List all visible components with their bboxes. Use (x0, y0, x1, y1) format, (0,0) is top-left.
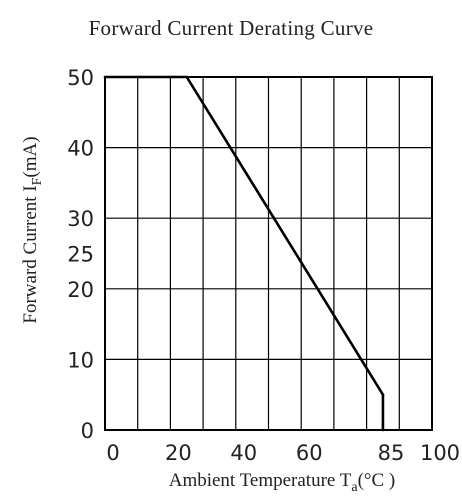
y-tick-label: 0 (81, 419, 94, 443)
y-axis-label-unit: (mA) (20, 136, 41, 177)
x-tick-label: 100 (420, 441, 460, 465)
grid (104, 76, 433, 431)
series-layer (103, 75, 385, 432)
x-tick-label: 60 (296, 441, 323, 465)
derating-curve (105, 75, 385, 430)
plot-border (104, 76, 433, 431)
y-tick-label: 40 (67, 137, 94, 161)
y-tick-labels: 0 10 20 25 30 40 50 (67, 66, 94, 443)
chart-title: Forward Current Derating Curve (88, 16, 374, 40)
data-point (381, 428, 385, 432)
x-tick-label: 0 (106, 441, 119, 465)
data-point (185, 75, 189, 79)
x-tick-label: 20 (165, 441, 192, 465)
data-point (103, 75, 107, 79)
x-axis-label-main: Ambient Temperature T (169, 470, 352, 491)
y-tick-label: 25 (67, 243, 94, 267)
y-tick-label: 10 (67, 348, 94, 372)
y-tick-label: 30 (67, 207, 94, 231)
x-tick-label: 40 (230, 441, 257, 465)
x-axis-label-sub: a (351, 480, 358, 495)
plot-frame (104, 76, 433, 431)
y-axis-label: Forward Current IF(mA) (20, 136, 45, 323)
data-point (381, 393, 385, 397)
y-tick-label: 50 (67, 66, 94, 90)
x-tick-labels: 0 20 40 60 85 100 (106, 441, 460, 465)
x-tick-label: 85 (378, 441, 405, 465)
x-axis-label: Ambient Temperature Ta(°C ) (169, 470, 396, 495)
y-axis-label-sub: F (30, 177, 45, 185)
y-tick-label: 20 (67, 278, 94, 302)
y-axis-label-main: Forward Current I (20, 185, 41, 323)
x-axis-label-unit: (°C ) (358, 470, 396, 491)
